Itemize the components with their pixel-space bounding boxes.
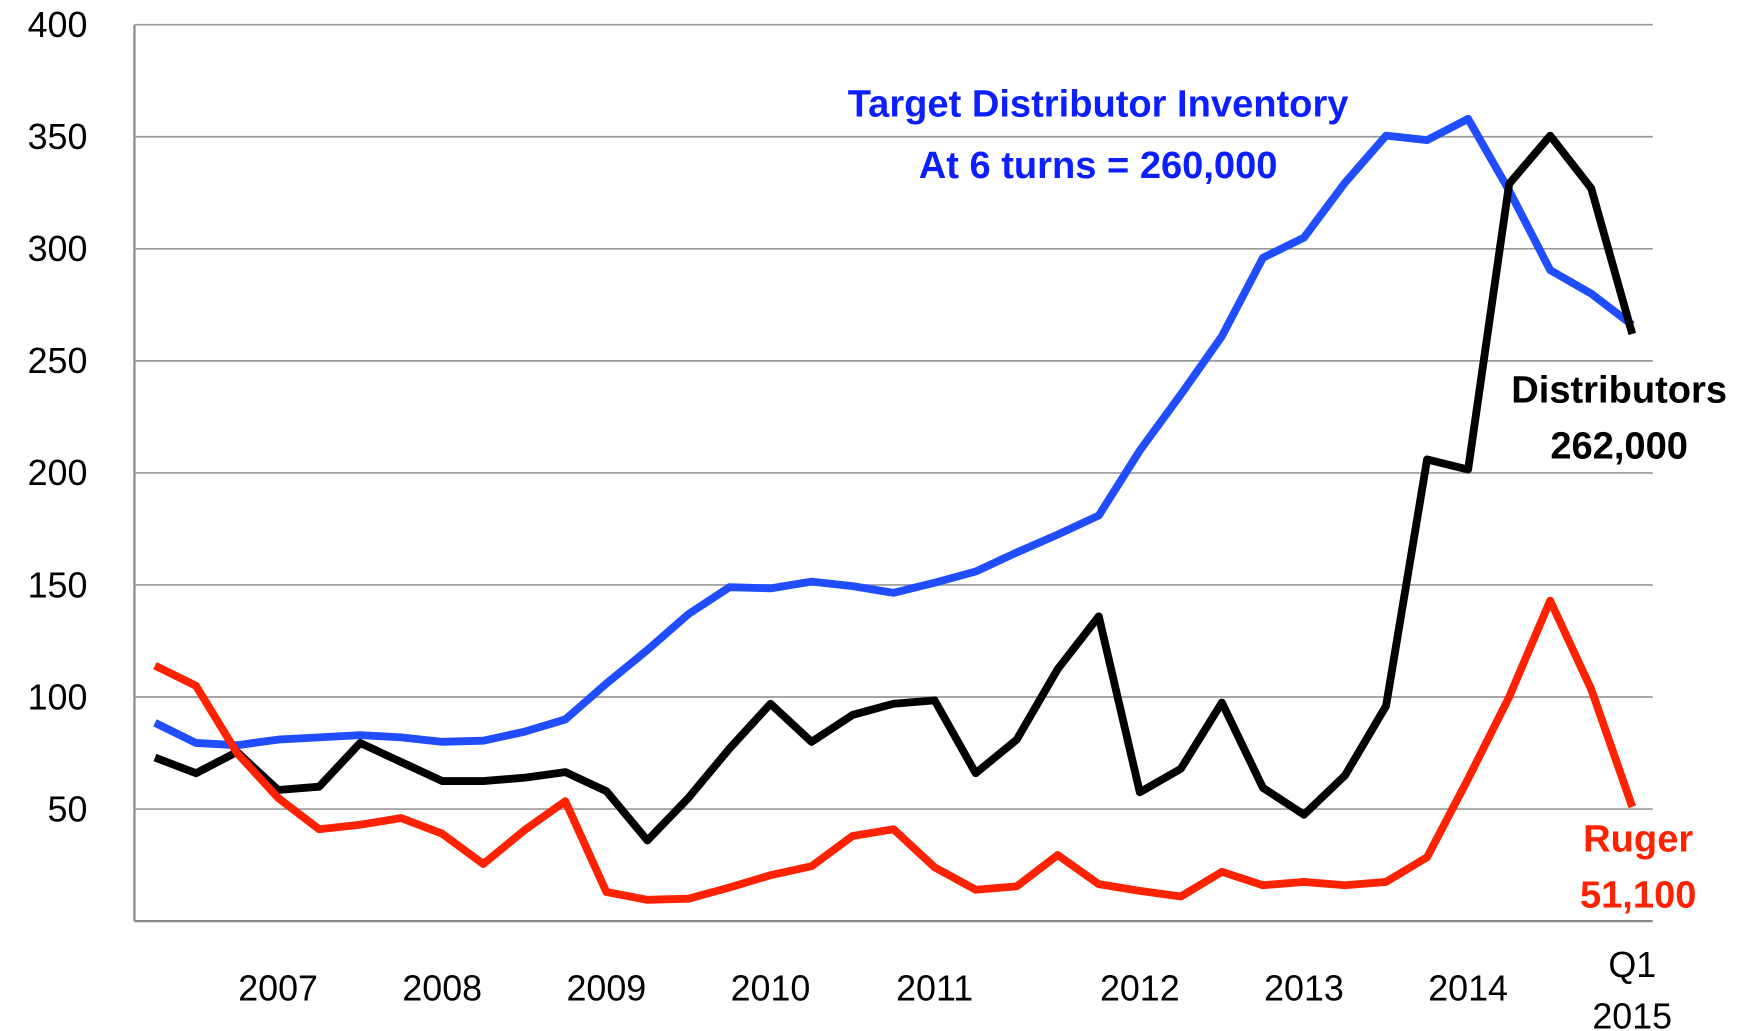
x-tick-label: 2012 [1100, 969, 1180, 1009]
series-annotation: 262,000 [1550, 425, 1688, 467]
y-tick-label: 400 [28, 5, 88, 45]
y-tick-label: 150 [28, 565, 88, 605]
x-tick-label: 2014 [1428, 969, 1508, 1009]
x-tick-label: 2010 [731, 969, 811, 1009]
line-series [153, 114, 1635, 750]
x-tick-label: 2013 [1264, 969, 1344, 1009]
line-series [153, 131, 1637, 845]
x-tick-label: 2008 [402, 969, 482, 1009]
line-series [153, 596, 1636, 904]
y-tick-label: 50 [48, 789, 88, 829]
series-label: Distributors [1511, 369, 1727, 411]
y-tick-label: 250 [28, 341, 88, 381]
y-tick-label: 200 [28, 453, 88, 493]
y-tick-label: 350 [28, 117, 88, 157]
x-tick-label: 2007 [238, 969, 318, 1009]
x-tick-label: 2009 [566, 969, 646, 1009]
x-tick-label: 2011 [896, 969, 973, 1009]
y-tick-label: 100 [28, 677, 88, 717]
y-tick-label: 300 [28, 229, 88, 269]
series-annotation: 51,100 [1580, 875, 1696, 917]
x-tick-label: Q1 2015 [1592, 945, 1672, 1031]
series-annotation: At 6 turns = 260,000 [919, 145, 1278, 187]
series-label: Target Distributor Inventory [848, 84, 1349, 126]
series-label: Ruger [1583, 819, 1693, 861]
